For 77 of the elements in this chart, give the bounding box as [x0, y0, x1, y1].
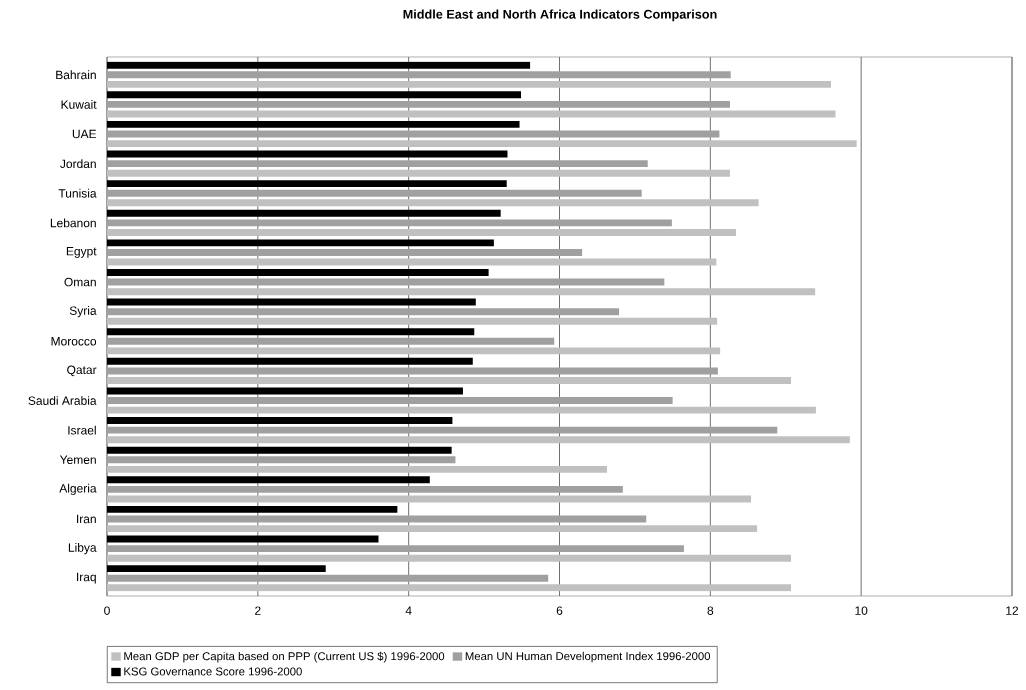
y-tick-label: Oman: [64, 277, 96, 287]
bar: [107, 298, 476, 306]
bar: [107, 505, 398, 513]
bar: [107, 258, 717, 266]
y-tick-label: UAE: [72, 129, 97, 139]
bar: [107, 209, 501, 217]
y-tick-label: Kuwait: [61, 99, 97, 109]
bar: [107, 120, 520, 128]
y-tick-label: Algeria: [59, 483, 97, 495]
y-tick-label: Qatar: [67, 365, 97, 377]
bar: [107, 436, 850, 444]
chart-title: Middle East and North Africa Indicators Comparison: [403, 9, 717, 22]
bar: [107, 239, 494, 247]
bar: [107, 228, 736, 236]
bar: [107, 189, 642, 197]
bar: [107, 367, 718, 375]
bar: [107, 397, 673, 405]
bar: [107, 308, 620, 316]
bar: [107, 446, 452, 454]
x-tick-label: 2: [255, 606, 261, 615]
bar: [107, 91, 522, 99]
bar: [107, 317, 718, 325]
bar: [107, 288, 816, 296]
bar: [107, 545, 684, 553]
bar: [107, 584, 792, 592]
bar: [107, 219, 672, 227]
y-tick-label: Israel: [68, 425, 96, 435]
y-tick-label: Lebanon: [50, 218, 96, 228]
legend-label: Mean UN Human Development Index 1996-2000: [465, 651, 711, 663]
bar: [107, 574, 549, 582]
bar: [107, 456, 456, 464]
bar: [107, 278, 665, 286]
y-tick-label: Saudi Arabia: [28, 396, 97, 405]
bar: [107, 387, 463, 395]
bar: [107, 249, 583, 256]
y-tick-label: Egypt: [66, 247, 97, 258]
bar: [107, 80, 832, 88]
x-tick-label: 12: [1006, 606, 1019, 615]
y-tick-label: Bahrain: [56, 70, 96, 80]
bar: [107, 554, 792, 562]
bar: [107, 357, 473, 365]
bar: [107, 180, 507, 188]
bar: [107, 525, 758, 533]
bar: [107, 337, 555, 345]
y-tick-label: Morocco: [51, 337, 97, 346]
bar: [107, 476, 430, 484]
bar: [107, 199, 759, 207]
bar: [107, 269, 489, 276]
x-tick-label: 0: [104, 606, 110, 615]
y-tick-label: Jordan: [60, 159, 96, 169]
bar: [107, 169, 730, 177]
bar: [107, 417, 453, 425]
bar: [107, 71, 731, 79]
bar: [107, 328, 475, 336]
bar: [107, 465, 608, 473]
x-tick-label: 10: [855, 606, 868, 615]
x-tick-label: 4: [405, 606, 412, 615]
bar: [107, 565, 326, 573]
bar: [107, 485, 623, 493]
legend-label: KSG Governance Score 1996-2000: [124, 667, 302, 676]
bar: [107, 377, 792, 384]
bar: [107, 406, 816, 414]
y-tick-label: Yemen: [59, 455, 96, 464]
bar: [107, 140, 857, 148]
bar: [107, 160, 648, 168]
bar: [107, 100, 730, 108]
bar: [107, 426, 778, 434]
y-tick-label: Iraq: [77, 572, 96, 584]
y-tick-label: Syria: [69, 306, 97, 318]
y-tick-label: Iran: [77, 514, 96, 524]
y-tick-label: Libya: [68, 543, 97, 555]
bar: [107, 61, 531, 69]
x-tick-label: 8: [707, 606, 714, 615]
bar: [107, 347, 721, 355]
x-tick-label: 6: [556, 606, 563, 615]
legend-label: Mean GDP per Capita based on PPP (Current US $) 1996-2000: [124, 651, 445, 663]
y-tick-label: Tunisia: [58, 188, 97, 198]
